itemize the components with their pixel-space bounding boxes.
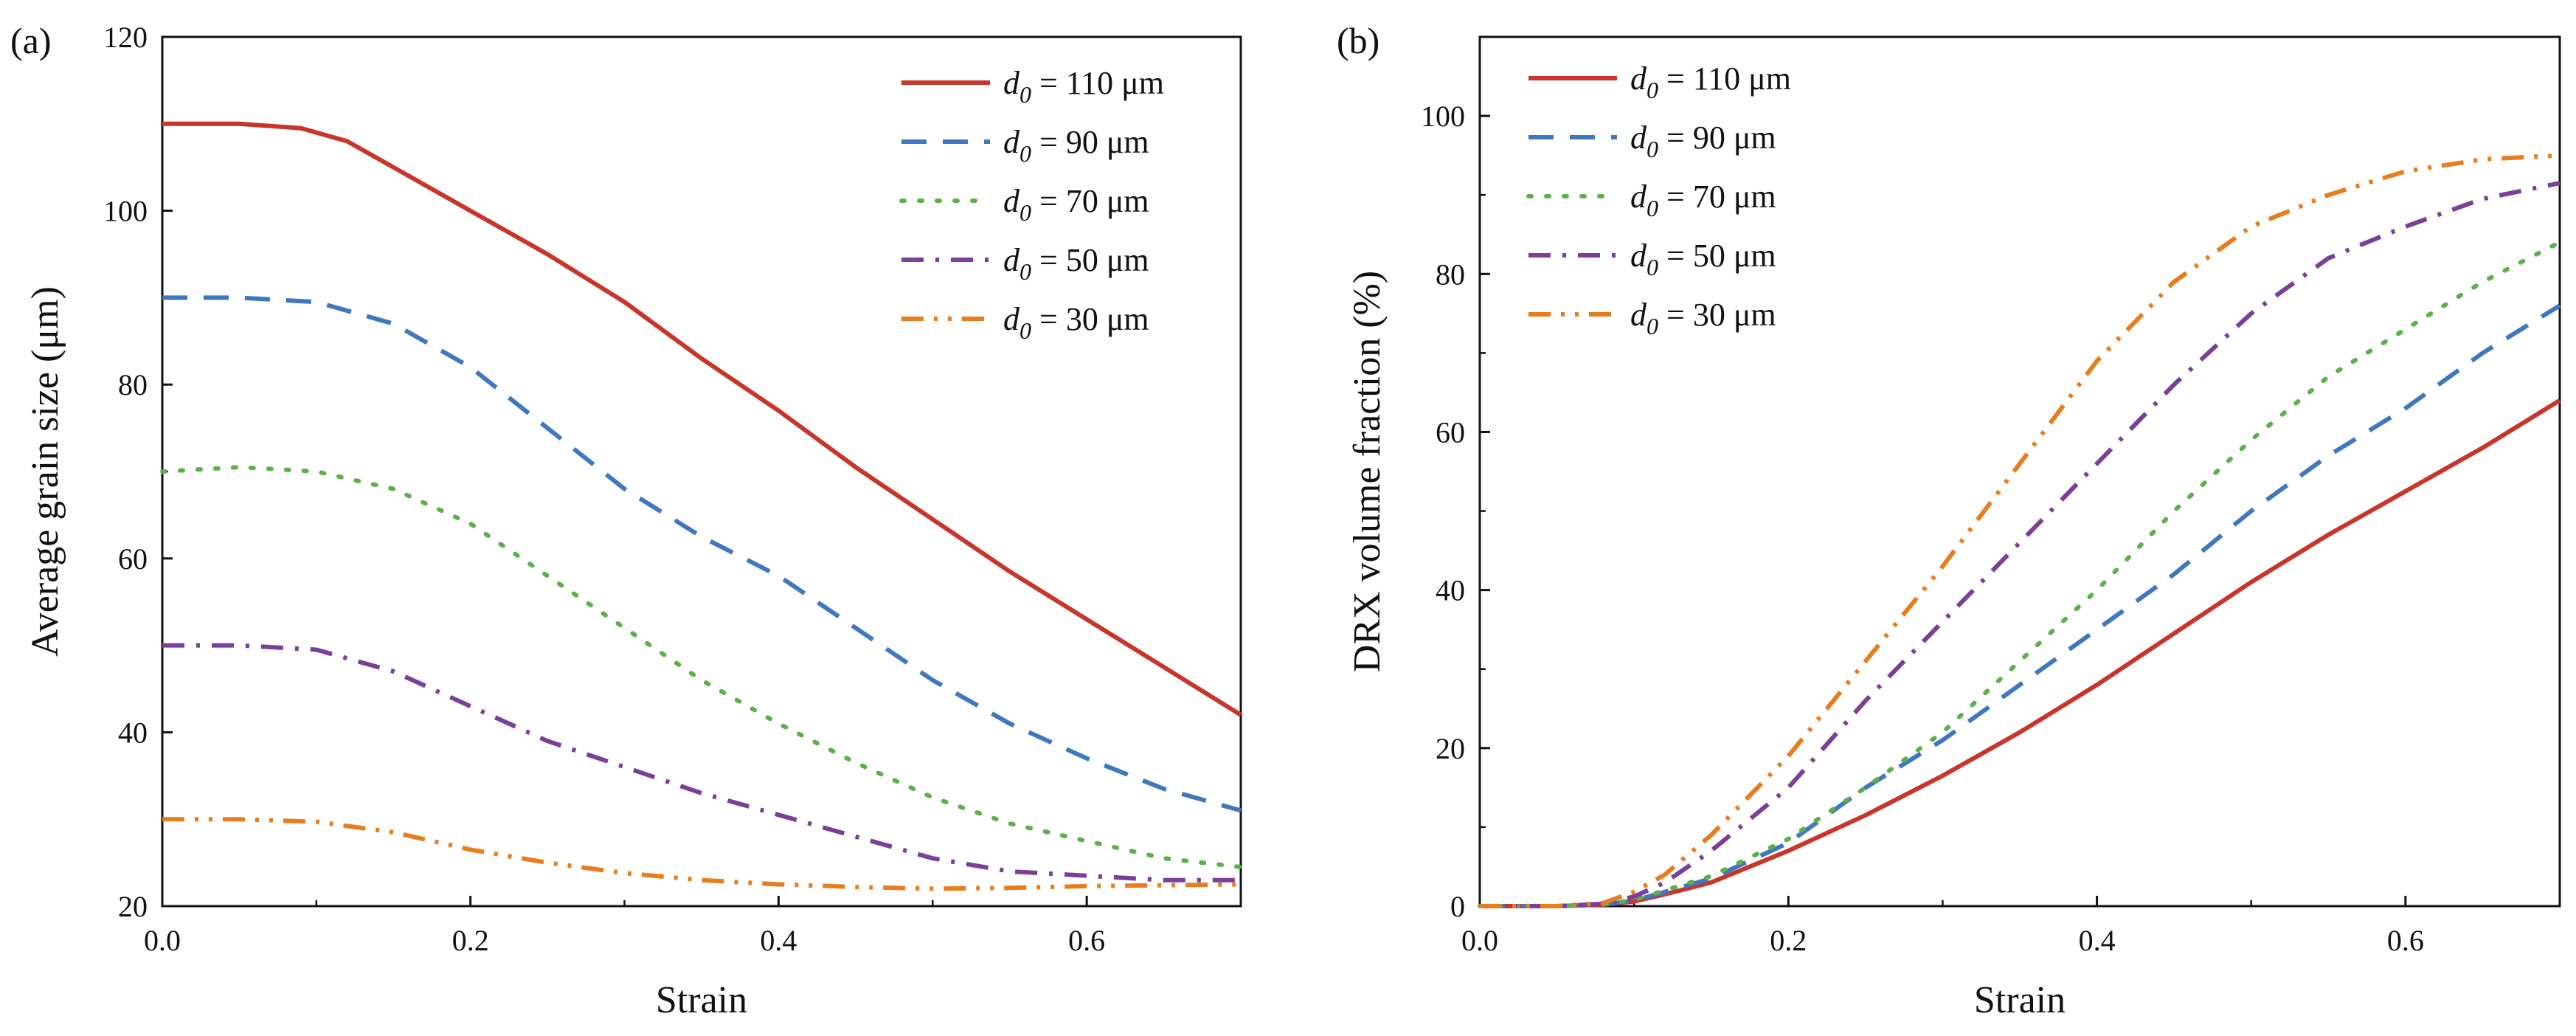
legend-label: d0 = 110 μm xyxy=(1630,61,1791,103)
y-tick-label: 40 xyxy=(118,716,148,749)
series-line xyxy=(162,121,1242,717)
series-line xyxy=(162,295,1242,813)
series-line xyxy=(1480,153,2561,908)
panel-a: (a) 0.0 0.2 0.4 0.6 20 40 60 80 100 120 Strain Aver… xyxy=(10,20,1243,1021)
x-axis-title: Strain xyxy=(1974,979,2066,1021)
legend-label: d0 = 70 μm xyxy=(1003,183,1149,226)
y-tick-label: 80 xyxy=(1436,258,1465,291)
series-line xyxy=(1478,240,2562,908)
y-tick-label: 60 xyxy=(118,542,148,576)
series-line xyxy=(1480,181,2561,908)
x-tick-label: 0.2 xyxy=(1770,924,1807,957)
x-tick-label: 0.0 xyxy=(144,924,181,957)
y-axis-title: DRX volume fraction (%) xyxy=(1346,271,1388,672)
panel-a-label: (a) xyxy=(10,20,52,61)
legend-label: d0 = 90 μm xyxy=(1003,124,1149,167)
y-tick-label: 100 xyxy=(103,195,148,228)
x-tick-label: 0.4 xyxy=(2079,924,2116,957)
legend-label: d0 = 90 μm xyxy=(1630,120,1776,162)
x-tick-label: 0.4 xyxy=(760,924,797,957)
series-line xyxy=(1480,303,2561,908)
series-line xyxy=(1480,398,2561,908)
plot-frame xyxy=(1478,35,2561,908)
legend-label: d0 = 30 μm xyxy=(1003,301,1149,344)
panel-b: (b) 0.0 0.2 0.4 0.6 0 20 40 60 80 100 Strain DRX vo… xyxy=(1337,20,2562,1021)
y-tick-label: 120 xyxy=(103,21,148,54)
series-line xyxy=(162,643,1241,883)
legend-label: d0 = 50 μm xyxy=(1630,238,1776,280)
legend-label: d0 = 30 μm xyxy=(1630,297,1776,339)
x-tick-label: 0.6 xyxy=(1068,924,1105,957)
x-tick-label: 0.6 xyxy=(2387,924,2424,957)
y-tick-label: 60 xyxy=(1436,415,1465,449)
y-tick-label: 100 xyxy=(1421,100,1465,133)
y-tick-label: 20 xyxy=(1436,732,1465,765)
legend-label: d0 = 70 μm xyxy=(1630,179,1776,221)
legend-label: d0 = 110 μm xyxy=(1003,65,1164,108)
y-tick-label: 0 xyxy=(1450,890,1465,923)
x-tick-label: 0.2 xyxy=(452,924,489,957)
x-tick-label: 0.0 xyxy=(1461,924,1498,957)
series-line xyxy=(162,817,1242,891)
x-axis-title: Strain xyxy=(656,979,747,1021)
y-axis-title: Average grain size (μm) xyxy=(24,286,66,657)
series-line xyxy=(160,465,1243,869)
y-tick-label: 80 xyxy=(118,368,148,401)
y-tick-label: 20 xyxy=(118,890,148,923)
panel-b-label: (b) xyxy=(1337,20,1379,61)
y-tick-label: 40 xyxy=(1436,574,1465,607)
legend-label: d0 = 50 μm xyxy=(1003,242,1149,285)
